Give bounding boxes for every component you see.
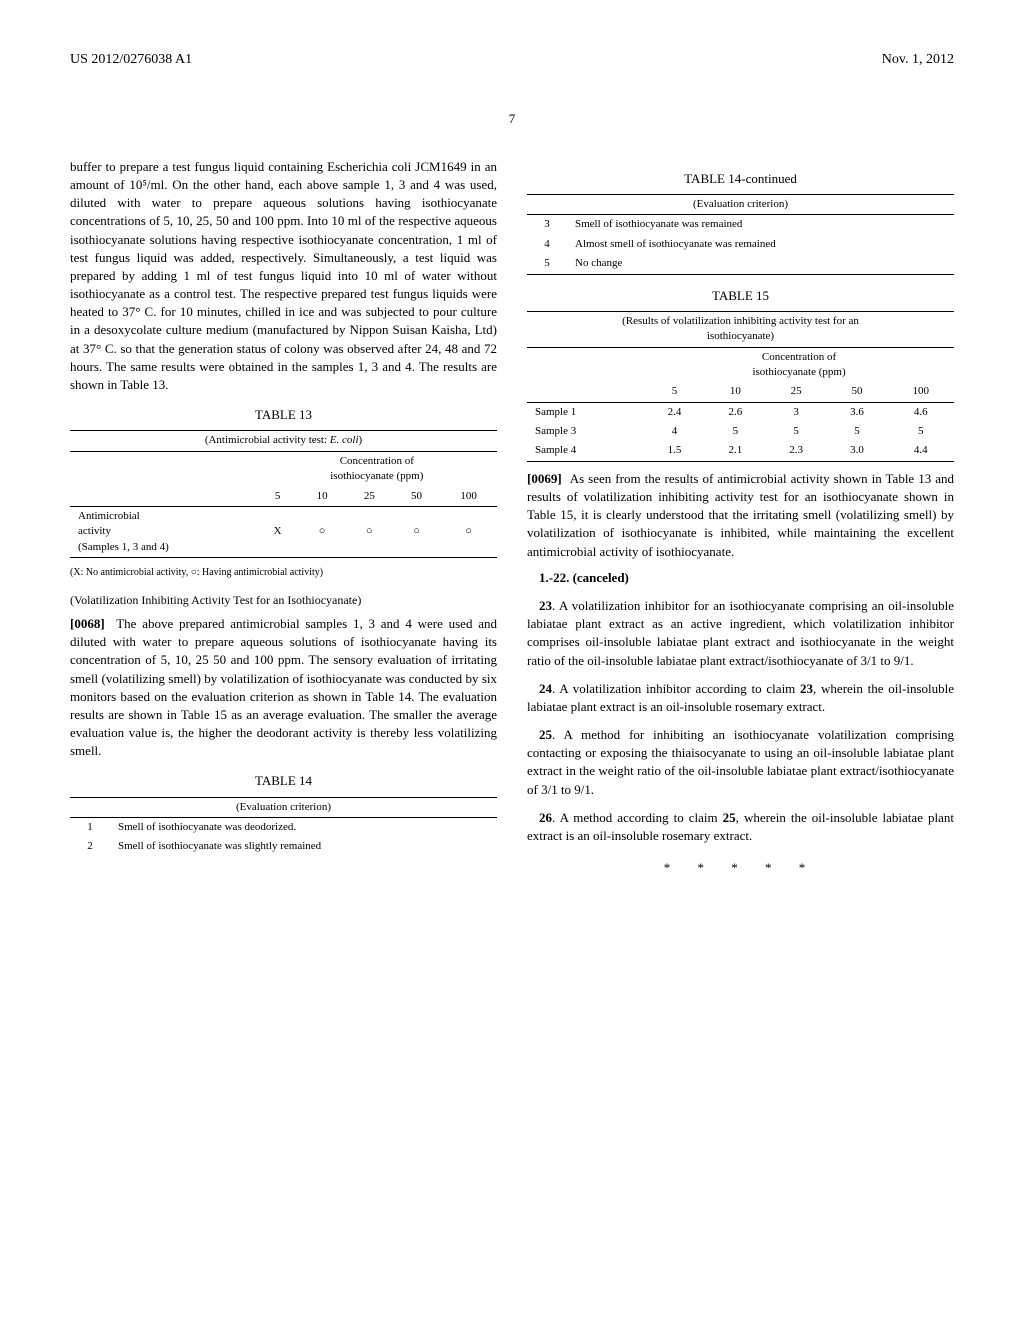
table13-footnote: (X: No antimicrobial activity, ○: Having… [70, 566, 497, 580]
page-header: US 2012/0276038 A1 Nov. 1, 2012 [70, 50, 954, 70]
table14-continued: (Evaluation criterion) 3Smell of isothio… [527, 194, 954, 275]
t15-s4-10: 2.1 [705, 441, 766, 461]
t15-col-10: 10 [705, 382, 766, 402]
t15-s3-100: 5 [887, 422, 954, 441]
volatilization-heading: (Volatilization Inhibiting Activity Test… [70, 592, 497, 609]
table14c-subtitle: (Evaluation criterion) [527, 194, 954, 214]
t14c-r3-text: Smell of isothiocyanate was remained [567, 215, 954, 235]
para-continued: buffer to prepare a test fungus liquid c… [70, 158, 497, 394]
t15-s1-100: 4.6 [887, 402, 954, 422]
t13-col-50: 50 [393, 487, 440, 507]
page-number: 7 [70, 110, 954, 128]
t15-s1-25: 3 [766, 402, 827, 422]
t14-r1-text: Smell of isothiocyanate was deodorized. [110, 818, 497, 838]
t13-col-5: 5 [257, 487, 299, 507]
t14c-r4-text: Almost smell of isothiocyanate was remai… [567, 235, 954, 254]
table15: (Results of volatilization inhibiting ac… [527, 311, 954, 462]
para-0069-text: As seen from the results of antimicrobia… [527, 471, 954, 559]
pub-date: Nov. 1, 2012 [882, 50, 954, 70]
t15-s4-50: 3.0 [827, 441, 888, 461]
t15-s1-50: 3.6 [827, 402, 888, 422]
two-column-body: buffer to prepare a test fungus liquid c… [70, 158, 954, 878]
t15-s3-5: 4 [644, 422, 705, 441]
t14-r1-num: 1 [70, 818, 110, 838]
t15-s4-label: Sample 4 [527, 441, 644, 461]
t15-col-50: 50 [827, 382, 888, 402]
t14c-r5-text: No change [567, 254, 954, 274]
t13-val-5: X [257, 506, 299, 557]
claim-1-22: 1.-22. (canceled) [527, 569, 954, 587]
t15-col-25: 25 [766, 382, 827, 402]
t15-col-100: 100 [887, 382, 954, 402]
t15-s4-5: 1.5 [644, 441, 705, 461]
t13-col-100: 100 [440, 487, 497, 507]
para-0068: [0068] The above prepared antimicrobial … [70, 615, 497, 761]
table15-subtitle: (Results of volatilization inhibiting ac… [527, 311, 954, 347]
claim-26: 26. A method according to claim 25, wher… [527, 809, 954, 845]
t13-col-10: 10 [299, 487, 346, 507]
table14: (Evaluation criterion) 1Smell of isothio… [70, 797, 497, 857]
table13-title: TABLE 13 [70, 406, 497, 424]
table14-subtitle: (Evaluation criterion) [70, 797, 497, 817]
left-column: buffer to prepare a test fungus liquid c… [70, 158, 497, 878]
table14c-title: TABLE 14-continued [527, 170, 954, 188]
t15-col-5: 5 [644, 382, 705, 402]
t15-s4-25: 2.3 [766, 441, 827, 461]
t13-val-25: ○ [346, 506, 393, 557]
claim-24: 24. A volatilization inhibitor according… [527, 680, 954, 716]
t14-r2-num: 2 [70, 837, 110, 856]
para-0068-num: [0068] [70, 616, 105, 631]
table13: (Antimicrobial activity test: E. coli) C… [70, 430, 497, 558]
t15-s1-5: 2.4 [644, 402, 705, 422]
t14c-r3-num: 3 [527, 215, 567, 235]
t15-s4-100: 4.4 [887, 441, 954, 461]
pub-number: US 2012/0276038 A1 [70, 50, 192, 70]
right-column: TABLE 14-continued (Evaluation criterion… [527, 158, 954, 878]
t15-s3-25: 5 [766, 422, 827, 441]
t14c-r5-num: 5 [527, 254, 567, 274]
table15-title: TABLE 15 [527, 287, 954, 305]
t13-val-50: ○ [393, 506, 440, 557]
t13-row-label: Antimicrobialactivity(Samples 1, 3 and 4… [70, 506, 257, 557]
t14c-r4-num: 4 [527, 235, 567, 254]
t13-col-25: 25 [346, 487, 393, 507]
t13-val-10: ○ [299, 506, 346, 557]
para-0068-text: The above prepared antimicrobial samples… [70, 616, 497, 758]
end-asterisks: * * * * * [527, 859, 954, 877]
claim-23: 23. A volatilization inhibitor for an is… [527, 597, 954, 670]
para-0069-num: [0069] [527, 471, 562, 486]
table14-title: TABLE 14 [70, 772, 497, 790]
t15-s3-label: Sample 3 [527, 422, 644, 441]
t15-s3-50: 5 [827, 422, 888, 441]
t15-s1-label: Sample 1 [527, 402, 644, 422]
table13-subtitle: (Antimicrobial activity test: E. coli) [205, 434, 362, 446]
t14-r2-text: Smell of isothiocyanate was slightly rem… [110, 837, 497, 856]
claims-section: 1.-22. (canceled) 23. A volatilization i… [527, 569, 954, 845]
t13-val-100: ○ [440, 506, 497, 557]
t15-s3-10: 5 [705, 422, 766, 441]
para-0069: [0069] As seen from the results of antim… [527, 470, 954, 561]
t15-s1-10: 2.6 [705, 402, 766, 422]
claim-25: 25. A method for inhibiting an isothiocy… [527, 726, 954, 799]
